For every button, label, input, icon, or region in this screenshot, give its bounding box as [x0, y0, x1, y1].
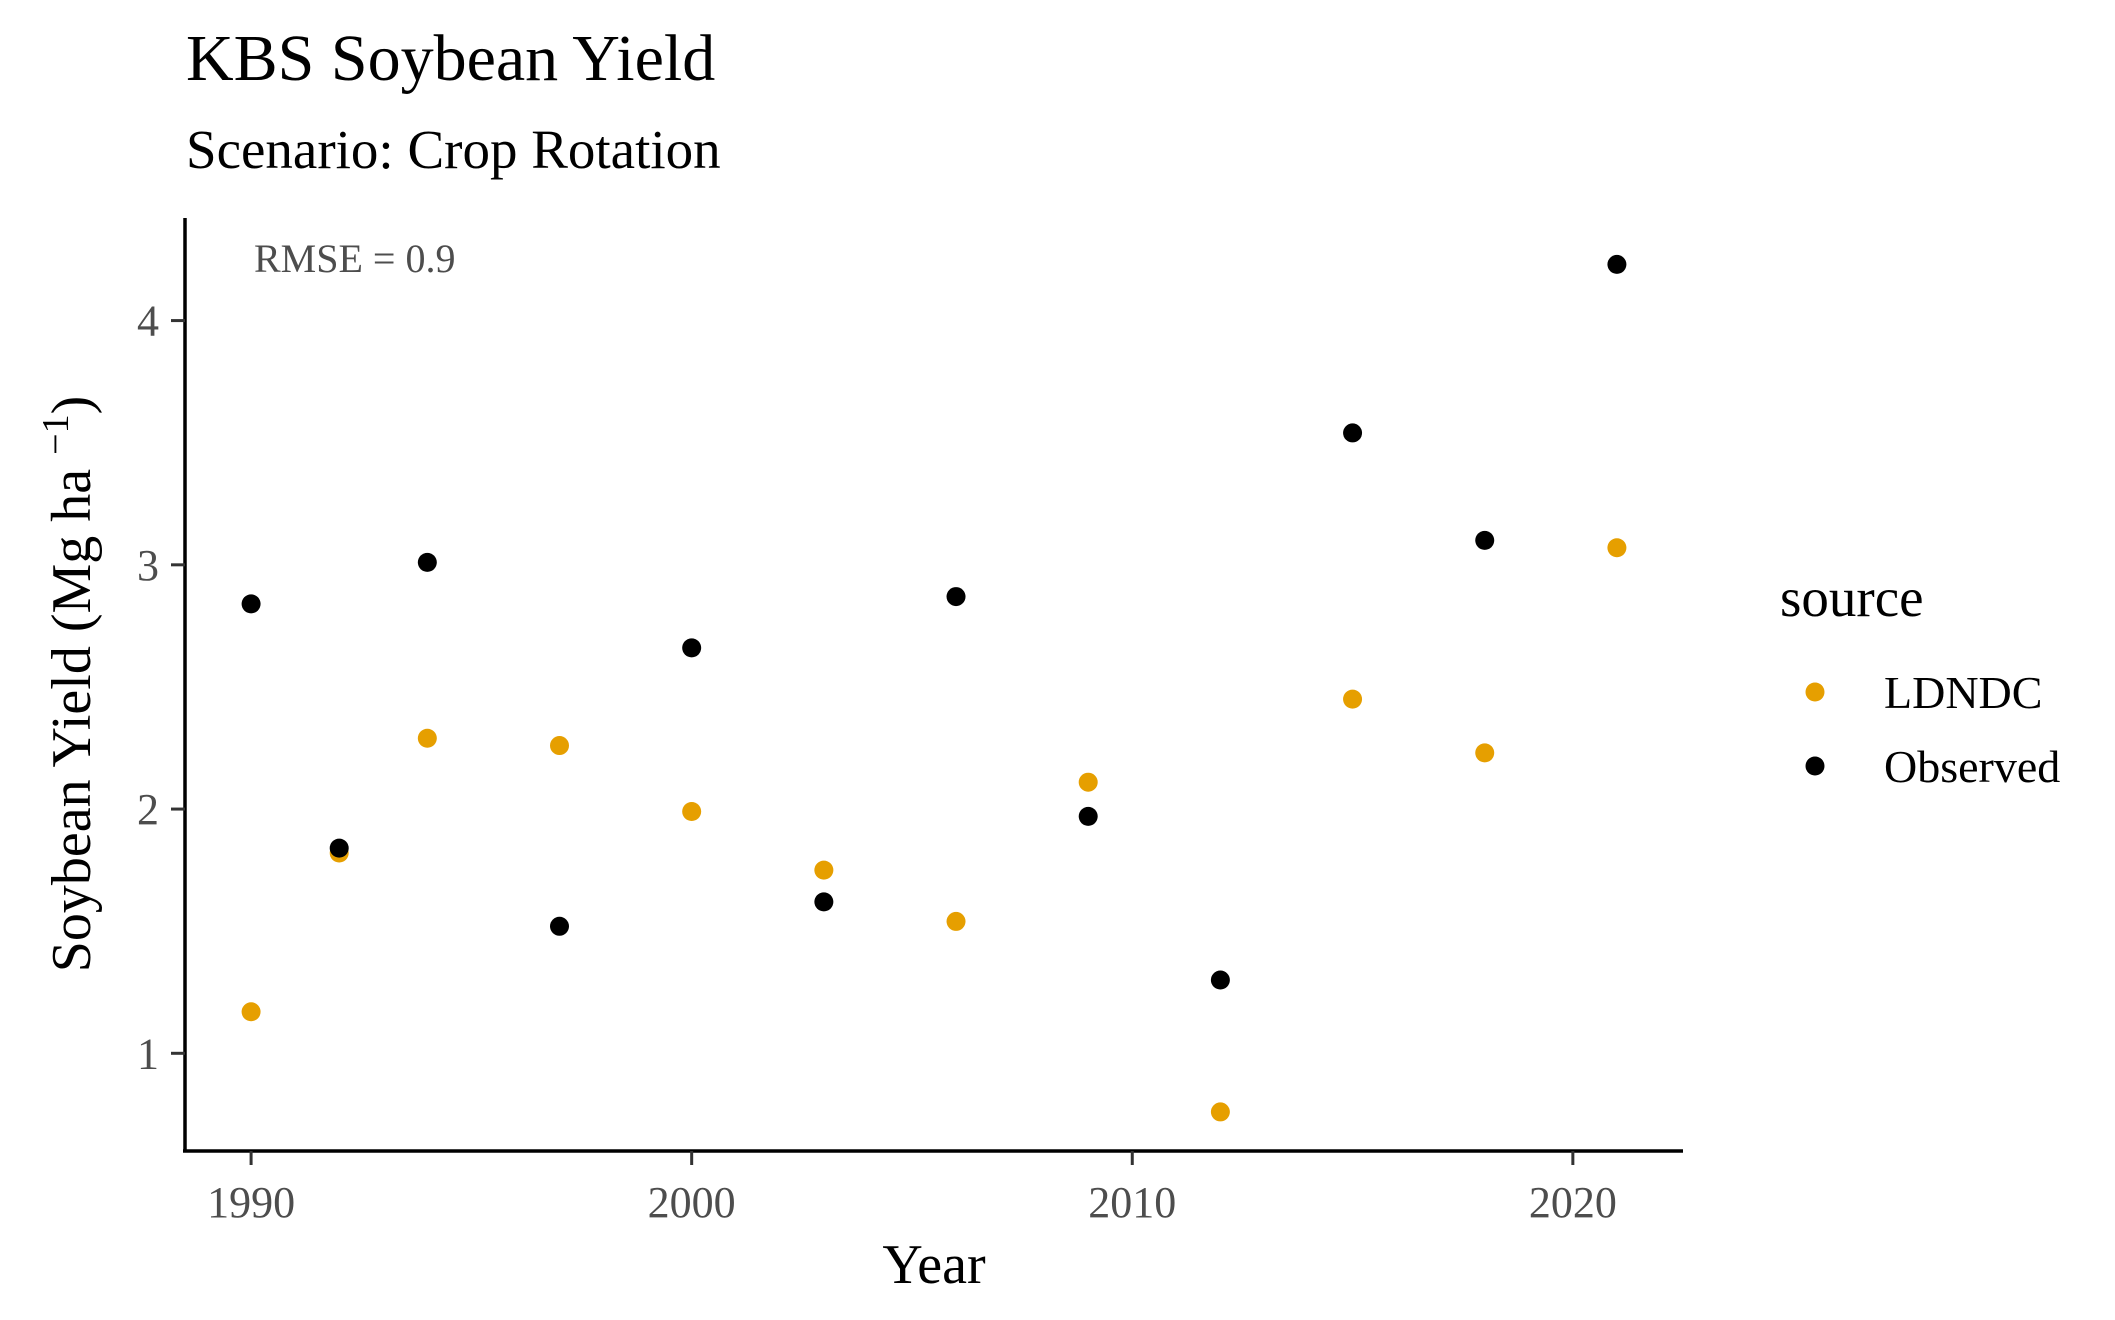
rmse-annotation: RMSE = 0.9: [254, 236, 455, 281]
data-point-ldndc: [1607, 538, 1627, 558]
data-point-ldndc: [1078, 772, 1098, 792]
data-point-observed: [550, 916, 569, 936]
ticks-layer: 1990 2000 2010 2020 1 2 3 4: [137, 297, 1617, 1227]
y-axis-label-exponent: −1: [35, 414, 77, 454]
data-point-observed: [682, 638, 702, 658]
x-tick-label: 2000: [648, 1178, 736, 1227]
x-axis-label: Year: [882, 1234, 986, 1296]
data-point-observed: [1343, 423, 1363, 443]
y-tick-label: 3: [137, 541, 159, 590]
legend-label-observed: Observed: [1884, 741, 2060, 792]
data-point-observed: [241, 594, 261, 614]
legend: source LDNDC Observed: [1780, 567, 2060, 792]
data-point-observed: [1607, 254, 1627, 274]
chart-title: KBS Soybean Yield: [186, 22, 715, 95]
x-tick-label: 2010: [1088, 1178, 1176, 1227]
chart-subtitle: Scenario: Crop Rotation: [186, 119, 721, 180]
legend-marker-observed: [1805, 756, 1825, 776]
data-point-observed: [814, 892, 834, 912]
y-tick-label: 2: [137, 785, 159, 834]
legend-title: source: [1780, 567, 1924, 628]
data-point-ldndc: [1475, 743, 1495, 763]
x-tick-label: 1990: [207, 1178, 295, 1227]
data-point-observed: [417, 552, 437, 572]
data-point-ldndc: [1210, 1102, 1230, 1122]
data-point-observed: [329, 838, 349, 858]
data-point-ldndc: [550, 736, 569, 756]
y-tick-label: 1: [137, 1029, 159, 1078]
data-point-ldndc: [682, 802, 702, 822]
data-point-ldndc: [946, 911, 966, 931]
data-point-observed: [1210, 970, 1230, 990]
data-point-ldndc: [241, 1002, 261, 1022]
legend-label-ldndc: LDNDC: [1884, 667, 2042, 718]
y-axis-label-main: Soybean Yield (Mg ha: [41, 455, 103, 972]
y-axis-label: Soybean Yield (Mg ha −1): [35, 396, 103, 973]
legend-marker-ldndc: [1805, 682, 1825, 702]
data-point-ldndc: [1343, 689, 1363, 709]
x-tick-label: 2020: [1529, 1178, 1617, 1227]
data-point-observed: [1078, 806, 1098, 826]
y-tick-label: 4: [137, 297, 159, 346]
data-point-ldndc: [417, 728, 437, 748]
points-layer: [241, 254, 1627, 1122]
data-point-observed: [946, 587, 966, 607]
y-axis-label-close: ): [41, 396, 103, 415]
data-point-observed: [1475, 530, 1495, 550]
data-point-ldndc: [814, 860, 834, 880]
